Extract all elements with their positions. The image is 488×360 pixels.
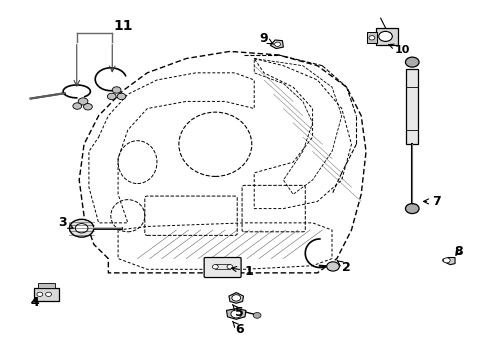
Text: 4: 4 bbox=[30, 296, 39, 309]
Circle shape bbox=[112, 87, 121, 93]
Text: 9: 9 bbox=[259, 32, 273, 45]
Bar bbox=[406, 69, 417, 144]
Circle shape bbox=[443, 258, 449, 263]
Text: 1: 1 bbox=[231, 265, 253, 278]
Circle shape bbox=[78, 98, 88, 105]
Text: 5: 5 bbox=[232, 305, 244, 319]
FancyBboxPatch shape bbox=[203, 257, 241, 278]
Text: 11: 11 bbox=[113, 19, 132, 33]
Circle shape bbox=[368, 36, 374, 40]
Circle shape bbox=[405, 57, 418, 67]
Polygon shape bbox=[270, 40, 283, 49]
Circle shape bbox=[274, 42, 280, 46]
Text: 2: 2 bbox=[336, 261, 350, 274]
Circle shape bbox=[378, 31, 391, 41]
Bar bbox=[366, 32, 376, 43]
Circle shape bbox=[326, 262, 339, 271]
Circle shape bbox=[37, 292, 42, 296]
Text: 7: 7 bbox=[423, 195, 440, 208]
Circle shape bbox=[83, 104, 92, 110]
Bar bbox=[38, 283, 55, 288]
Circle shape bbox=[405, 203, 418, 213]
Text: 8: 8 bbox=[453, 245, 462, 258]
Circle shape bbox=[231, 295, 240, 301]
Polygon shape bbox=[226, 309, 245, 319]
Polygon shape bbox=[228, 293, 243, 303]
Circle shape bbox=[253, 312, 261, 318]
Bar bbox=[34, 288, 59, 301]
Circle shape bbox=[212, 265, 218, 269]
Circle shape bbox=[230, 310, 241, 318]
Text: 10: 10 bbox=[388, 44, 409, 55]
Text: 3: 3 bbox=[58, 216, 73, 229]
Text: 6: 6 bbox=[232, 321, 244, 336]
Circle shape bbox=[45, 292, 51, 296]
Circle shape bbox=[75, 224, 88, 233]
Circle shape bbox=[73, 103, 81, 109]
Bar bbox=[375, 28, 397, 45]
Circle shape bbox=[107, 93, 116, 100]
Circle shape bbox=[69, 219, 94, 237]
Circle shape bbox=[117, 93, 125, 100]
Circle shape bbox=[226, 265, 232, 269]
Polygon shape bbox=[442, 257, 454, 265]
